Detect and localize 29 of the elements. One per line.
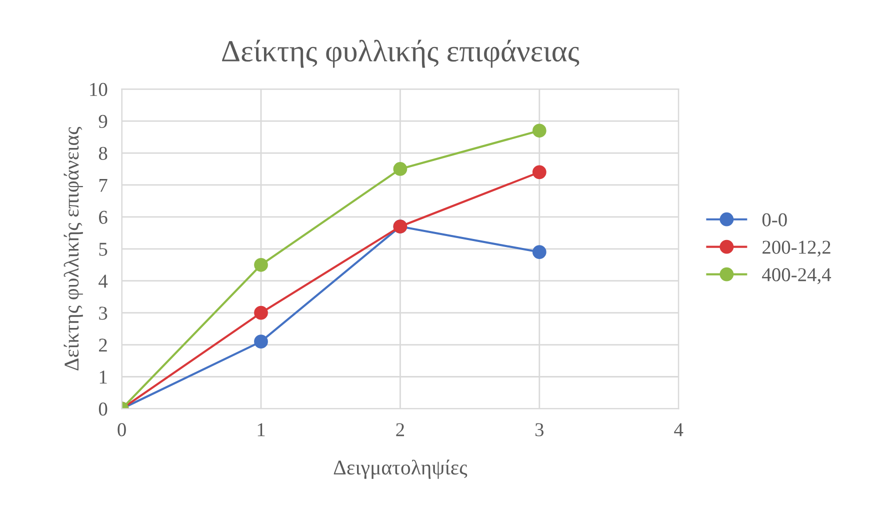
x-tick-label: 1 <box>258 423 265 436</box>
chart-title: Δείκτης φυλλικής επιφάνειας <box>222 40 580 68</box>
x-axis-title: Δειγματοληψίες <box>334 460 468 479</box>
y-tick-label: 9 <box>98 114 108 128</box>
point <box>254 306 268 320</box>
y-tick-label: 5 <box>99 242 108 256</box>
y-tick-label: 0 <box>98 402 108 416</box>
y-tick-label: 3 <box>99 306 108 320</box>
point <box>254 258 268 272</box>
legend-label: 400-24,4 <box>762 268 832 284</box>
y-axis-title: Δείκτης φυλλικής επιφάνειας <box>64 126 83 370</box>
x-tick-label: 0 <box>118 423 126 436</box>
y-tick-label: 8 <box>98 146 108 160</box>
legend-label: 200-12,2 <box>762 240 830 257</box>
point <box>532 165 546 180</box>
y-tick-label: 4 <box>98 274 108 288</box>
point <box>532 245 546 260</box>
y-tick-label: 6 <box>99 210 108 224</box>
point <box>254 334 268 349</box>
x-tick-label: 3 <box>535 423 544 436</box>
x-tick-label: 2 <box>396 423 404 436</box>
y-tick-label: 2 <box>99 338 107 352</box>
x-tick-label: 4 <box>674 423 684 436</box>
legend-label: 0-0 <box>762 213 787 226</box>
point <box>393 162 408 176</box>
point <box>532 124 546 138</box>
y-tick-label: 1 <box>100 370 107 384</box>
y-tick-label: 10 <box>90 82 108 96</box>
y-tick-label: 7 <box>99 178 108 192</box>
